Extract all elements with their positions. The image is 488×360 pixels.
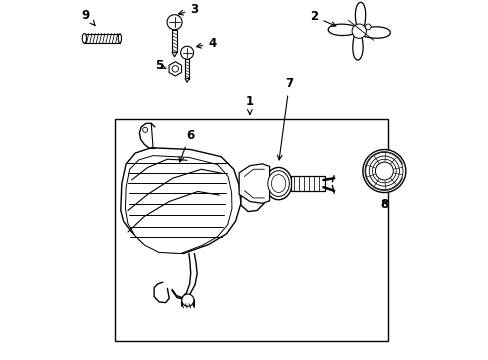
Polygon shape bbox=[327, 2, 389, 60]
FancyBboxPatch shape bbox=[290, 176, 325, 191]
Polygon shape bbox=[125, 156, 231, 253]
Circle shape bbox=[362, 149, 405, 193]
FancyBboxPatch shape bbox=[172, 30, 177, 52]
Text: 7: 7 bbox=[277, 77, 293, 160]
Text: 4: 4 bbox=[196, 37, 216, 50]
Circle shape bbox=[182, 294, 194, 306]
Polygon shape bbox=[169, 62, 181, 76]
Circle shape bbox=[372, 159, 395, 183]
Text: 2: 2 bbox=[310, 10, 335, 26]
Circle shape bbox=[351, 24, 366, 39]
Ellipse shape bbox=[267, 171, 289, 197]
FancyBboxPatch shape bbox=[184, 59, 189, 78]
Circle shape bbox=[365, 24, 370, 30]
Circle shape bbox=[375, 162, 392, 180]
Circle shape bbox=[142, 127, 147, 132]
Ellipse shape bbox=[264, 167, 291, 200]
Ellipse shape bbox=[82, 33, 86, 43]
Polygon shape bbox=[239, 164, 269, 203]
FancyBboxPatch shape bbox=[84, 33, 120, 43]
Ellipse shape bbox=[118, 34, 121, 43]
Circle shape bbox=[372, 159, 395, 183]
Text: 1: 1 bbox=[245, 95, 253, 114]
Circle shape bbox=[172, 66, 178, 72]
Text: 5: 5 bbox=[155, 59, 166, 72]
Circle shape bbox=[254, 188, 261, 195]
Circle shape bbox=[368, 156, 399, 186]
Circle shape bbox=[167, 15, 182, 30]
Polygon shape bbox=[172, 52, 177, 57]
Text: 6: 6 bbox=[179, 129, 194, 162]
Ellipse shape bbox=[271, 175, 285, 193]
Polygon shape bbox=[121, 148, 241, 253]
Bar bbox=[115, 119, 387, 341]
Polygon shape bbox=[241, 175, 266, 212]
Text: 3: 3 bbox=[178, 3, 198, 16]
Polygon shape bbox=[184, 78, 189, 82]
Text: 8: 8 bbox=[380, 198, 387, 211]
Text: 9: 9 bbox=[81, 9, 95, 26]
Circle shape bbox=[180, 46, 193, 59]
Circle shape bbox=[365, 152, 402, 190]
